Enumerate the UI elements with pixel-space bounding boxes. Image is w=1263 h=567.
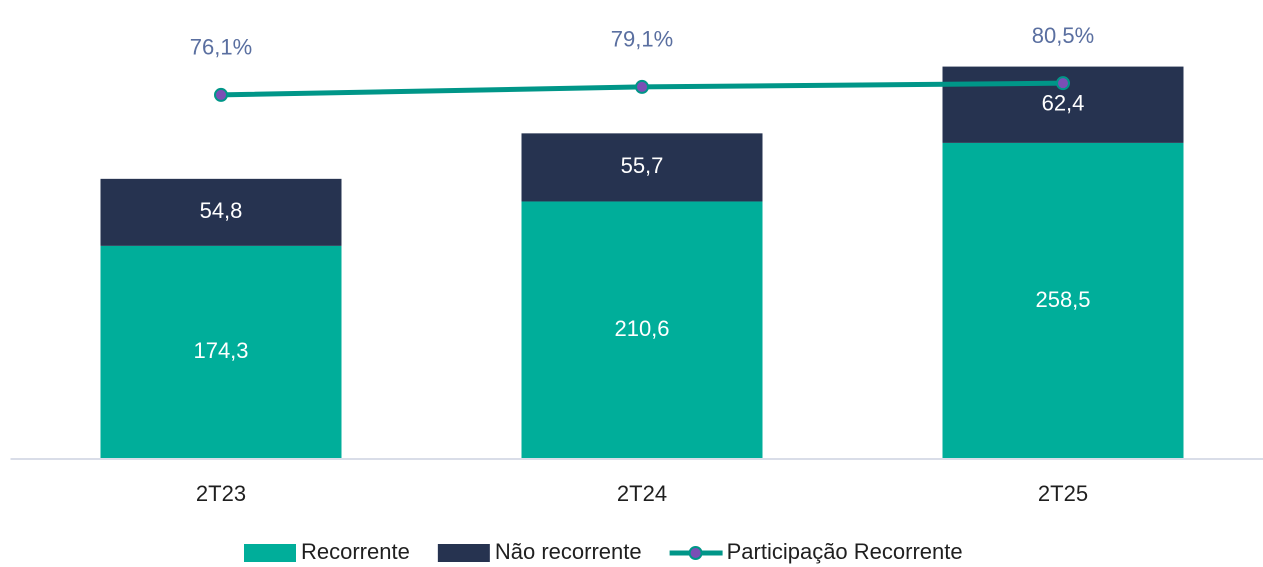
line-marker <box>214 87 228 102</box>
line-marker <box>1056 76 1070 91</box>
bar-segment <box>100 178 342 246</box>
bar-segment <box>100 245 342 459</box>
line-marker <box>635 79 649 94</box>
bar-segment <box>521 133 763 202</box>
data-label: 258,5 <box>1035 287 1090 312</box>
legend-swatch <box>437 544 490 562</box>
data-label: 79,1% <box>611 27 673 52</box>
legend-swatch <box>244 544 296 562</box>
data-label: 80,5% <box>1032 23 1094 48</box>
x-tick-label: 2T25 <box>1038 481 1088 506</box>
legend-label: Recorrente <box>301 539 410 564</box>
data-label: 210,6 <box>614 316 669 341</box>
data-label: 76,1% <box>190 35 252 60</box>
data-label: 55,7 <box>621 153 664 178</box>
bar-segment <box>942 142 1184 460</box>
bar-segment <box>521 201 763 459</box>
data-label: 54,8 <box>200 198 243 223</box>
x-tick-label: 2T23 <box>196 481 246 506</box>
x-tick-label: 2T24 <box>617 481 667 506</box>
legend-marker <box>688 546 703 560</box>
legend-label: Não recorrente <box>495 539 642 564</box>
legend-label: Participação Recorrente <box>727 539 963 564</box>
data-label: 174,3 <box>193 338 248 363</box>
data-label: 62,4 <box>1042 91 1085 116</box>
